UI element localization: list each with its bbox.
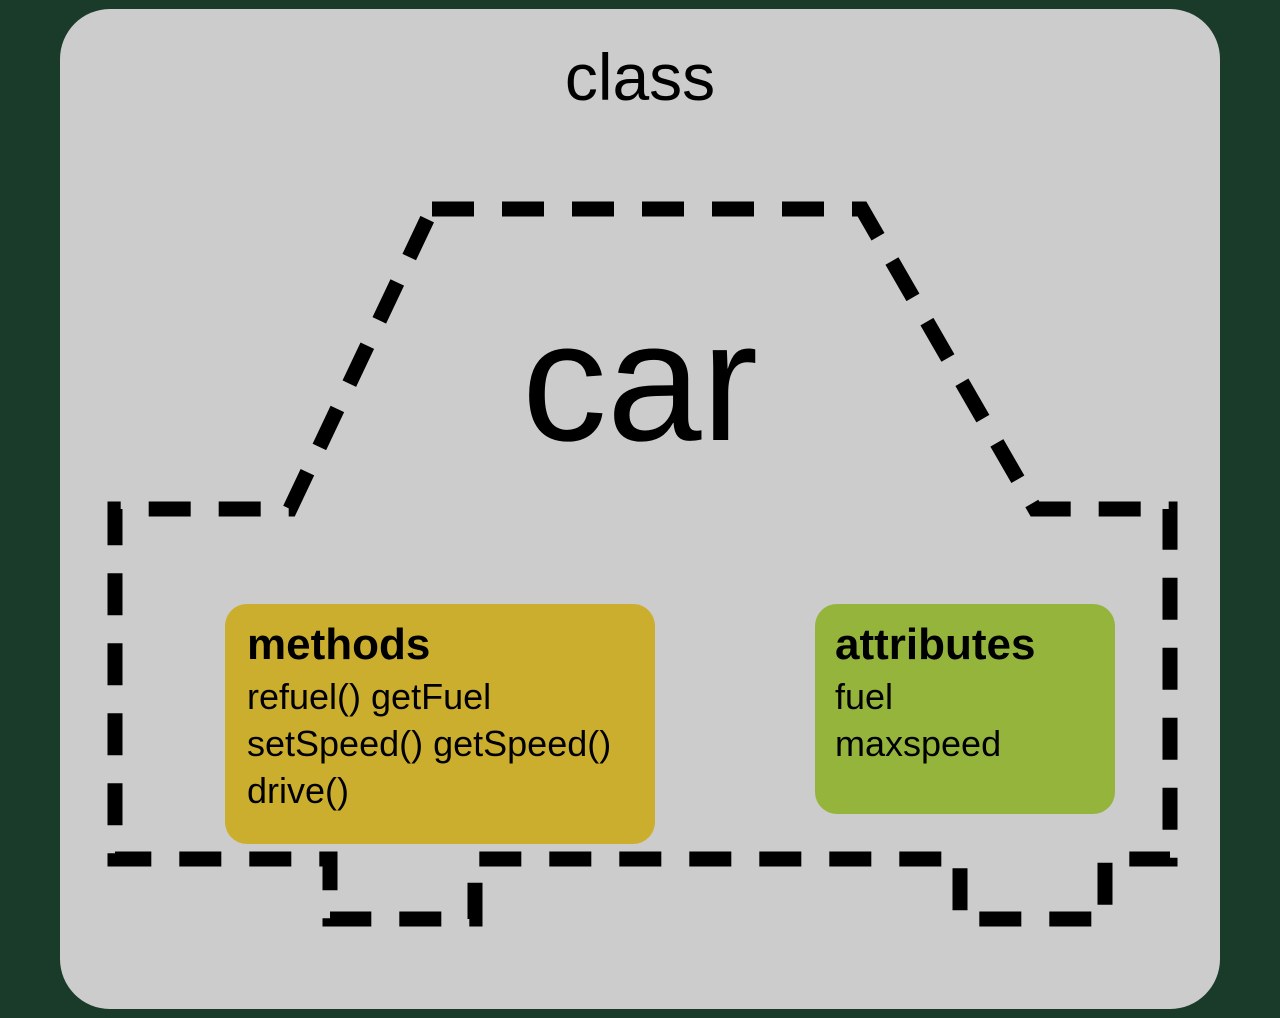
methods-line: setSpeed() getSpeed() xyxy=(247,721,633,768)
methods-line: drive() xyxy=(247,768,633,815)
attributes-line: fuel xyxy=(835,674,1095,721)
methods-title: methods xyxy=(247,620,633,670)
methods-box: methods refuel() getFuel setSpeed() getS… xyxy=(225,604,655,844)
class-title: class xyxy=(565,39,715,115)
attributes-title: attributes xyxy=(835,620,1095,670)
car-label: car xyxy=(522,284,758,480)
diagram-canvas: class car methods refuel() getFuel setSp… xyxy=(60,9,1220,1009)
attributes-box: attributes fuel maxspeed xyxy=(815,604,1115,814)
methods-line: refuel() getFuel xyxy=(247,674,633,721)
attributes-line: maxspeed xyxy=(835,721,1095,768)
